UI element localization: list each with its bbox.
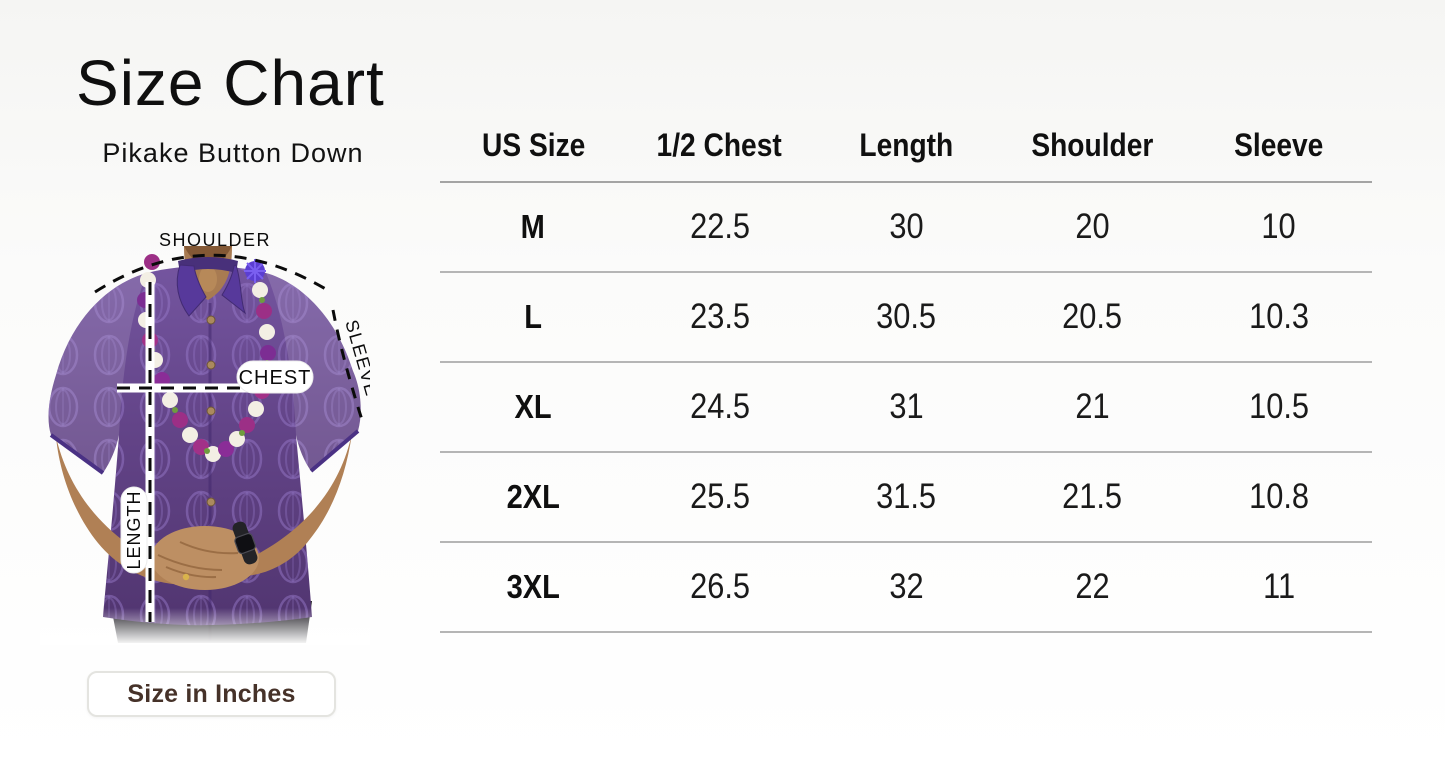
cell-size: 2XL [506,478,560,515]
chest-label-pill: CHEST [236,360,314,394]
cell-half-chest: 26.5 [689,567,750,606]
wrist-watch [232,521,258,565]
shoulder-label: SHOULDER [159,230,271,250]
cell-size: XL [514,388,552,425]
man-in-shirt-photo [40,246,370,645]
cell-sleeve: 10.5 [1248,387,1309,426]
product-name: Pikake Button Down [102,138,364,168]
cell-shoulder: 21 [1075,387,1110,426]
size-table-header-row: US Size 1/2 Chest Length Shoulder Sleeve [440,110,1372,183]
cell-shoulder: 22 [1075,567,1110,606]
cell-sleeve: 10 [1261,207,1296,246]
table-row-m: M 22.5 30 20 10 [440,183,1372,273]
chest-label: CHEST [239,367,312,389]
table-row-xl: XL 24.5 31 21 10.5 [440,363,1372,453]
column-header-shoulder: Shoulder [1031,127,1154,163]
length-label: LENGTH [124,490,144,569]
table-row-l: L 23.5 30.5 20.5 10.3 [440,273,1372,363]
sleeve-measure-line [331,309,364,421]
size-unit-button[interactable]: Size in Inches [87,671,336,717]
column-header-length: Length [859,127,953,163]
shirt-measurement-diagram: SHOULDER SLEEVE CHEST LENGTH [40,230,370,645]
length-label-pill: LENGTH [120,486,148,574]
cell-sleeve: 11 [1262,567,1295,606]
cell-shoulder: 20.5 [1062,297,1123,336]
cell-half-chest: 22.5 [689,207,750,246]
page-title: Size Chart [76,47,385,119]
photo-bottom-fade [40,608,370,645]
cell-half-chest: 25.5 [689,477,750,516]
size-unit-label: Size in Inches [127,679,296,708]
cell-size: L [524,298,543,335]
shirt-collar [176,257,247,317]
cell-size: M [521,208,546,245]
clasped-hands [151,526,259,590]
cell-length: 32 [888,567,924,606]
cell-length: 30.5 [876,297,936,336]
column-header-sleeve: Sleeve [1234,127,1324,163]
cell-length: 30 [888,207,924,246]
cell-length: 31 [888,387,924,426]
shoulder-measure-line [94,253,330,294]
column-header-us-size: US Size [481,127,585,163]
violet-flower [244,259,266,283]
cell-length: 31.5 [876,477,936,516]
cell-half-chest: 24.5 [689,387,750,426]
cell-sleeve: 10.3 [1248,297,1309,336]
size-table: US Size 1/2 Chest Length Shoulder Sleeve… [440,110,1372,633]
cell-sleeve: 10.8 [1248,477,1309,516]
cell-shoulder: 20 [1075,207,1110,246]
table-row-3xl: 3XL 26.5 32 22 11 [440,543,1372,633]
cell-shoulder: 21.5 [1062,477,1123,516]
cell-half-chest: 23.5 [689,297,750,336]
column-header-half-chest: 1/2 Chest [656,127,783,163]
table-row-2xl: 2XL 25.5 31.5 21.5 10.8 [440,453,1372,543]
measurement-annotations: SHOULDER SLEEVE CHEST LENGTH [94,230,370,622]
ring [182,573,190,581]
cell-size: 3XL [506,568,560,605]
flower-lei [137,254,276,462]
